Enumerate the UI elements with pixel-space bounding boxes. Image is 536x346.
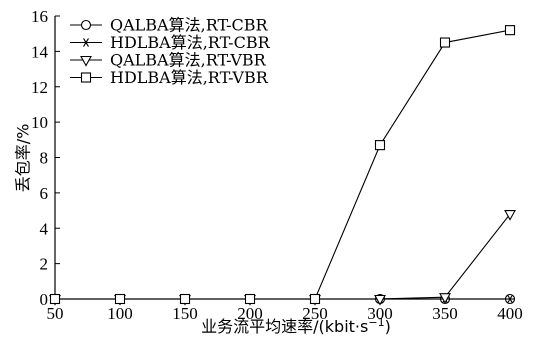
y-tick-label: 4 (40, 219, 49, 238)
x-tick-label: 200 (237, 304, 263, 323)
y-tick-label: 2 (40, 255, 49, 274)
series-3 (49, 210, 516, 306)
data-point (504, 25, 516, 36)
y-axis-label: 丢包率/% (14, 124, 33, 193)
x-tick-label: 350 (432, 304, 458, 323)
x-tick-label: 100 (107, 304, 133, 323)
y-tick-label: 14 (31, 42, 49, 61)
legend-marker (80, 55, 92, 67)
data-point (505, 294, 515, 304)
series-line (55, 29, 511, 300)
x-axis-label: 业务流平均速率/(kbit·s−1) (201, 316, 391, 337)
legend-label: HDLBA算法,RT-CBR (110, 33, 271, 52)
x-axis-label-sup: −1 (368, 316, 384, 329)
x-tick-label: 150 (172, 304, 198, 323)
data-point (374, 140, 386, 151)
data-point (114, 293, 126, 305)
data-point (374, 294, 386, 306)
data-point (49, 293, 61, 305)
series-4 (49, 25, 516, 305)
x-tick-label: 300 (367, 304, 393, 323)
x-tick-label: 400 (497, 304, 523, 323)
data-point (244, 293, 256, 305)
legend-label: HDLBA算法,RT-VBR (110, 68, 269, 87)
legend-marker (80, 72, 92, 83)
data-point (439, 293, 451, 304)
legend-item: QALBA算法,RT-VBR (70, 51, 267, 70)
series-layer (49, 25, 516, 306)
y-tick-label: 0 (40, 290, 49, 309)
legend: QALBA算法,RT-CBRHDLBA算法,RT-CBRQALBA算法,RT-V… (70, 16, 271, 87)
series-line (55, 213, 511, 300)
x-tick-label: 50 (47, 304, 64, 323)
legend-item: HDLBA算法,RT-CBR (70, 33, 271, 52)
legend-item: QALBA算法,RT-CBR (70, 16, 268, 35)
y-tick-label: 10 (31, 113, 48, 132)
legend-label: QALBA算法,RT-VBR (110, 51, 267, 70)
y-tick-label: 16 (31, 7, 48, 26)
y-tick-label: 12 (31, 78, 48, 97)
legend-item: HDLBA算法,RT-VBR (70, 68, 269, 87)
legend-marker (80, 19, 92, 31)
y-tick-label: 8 (40, 149, 49, 168)
x-axis-label-end: ) (385, 317, 391, 336)
data-point (179, 293, 191, 305)
x-tick-label: 250 (302, 304, 328, 323)
x-axis-label-main: 业务流平均速率/(kbit·s (201, 317, 368, 336)
data-point (439, 37, 451, 48)
data-point (504, 210, 516, 221)
y-tick-label: 6 (40, 184, 49, 203)
axes: 0 2 4 6 8 10 12 14 16 50 100 150 200 250 300 350 400 (31, 7, 523, 323)
legend-marker (81, 38, 91, 47)
legend-label: QALBA算法,RT-CBR (110, 16, 268, 35)
data-point (309, 293, 321, 305)
